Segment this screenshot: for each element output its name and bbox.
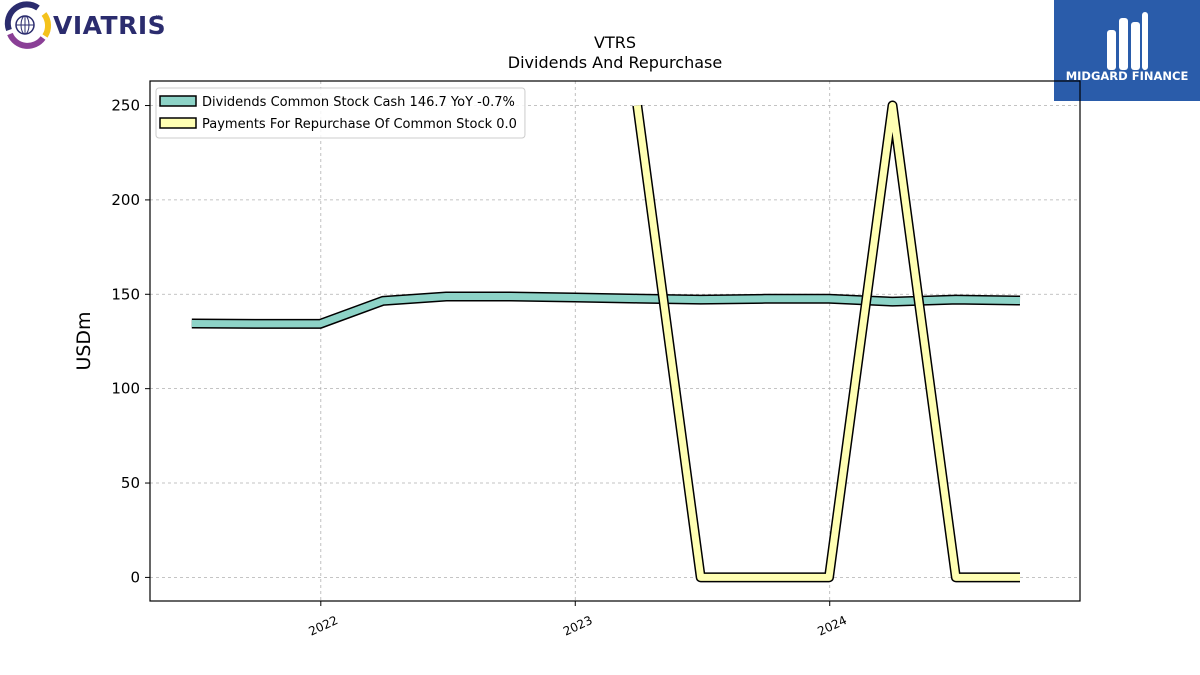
y-tick-label: 150 bbox=[111, 285, 140, 303]
plot-frame bbox=[149, 80, 1081, 602]
series-layer bbox=[191, 100, 1021, 583]
legend-box bbox=[155, 87, 526, 139]
viatris-logo: VIATRIS ™ bbox=[4, 1, 166, 49]
viatris-trademark: ™ bbox=[155, 14, 162, 22]
grid bbox=[150, 81, 1080, 601]
y-axis-label: USDm bbox=[73, 311, 95, 370]
y-tick-label: 0 bbox=[130, 568, 140, 586]
y-tick-label: 200 bbox=[111, 191, 140, 209]
midgard-finance-logo: MIDGARD FINANCE bbox=[1054, 0, 1200, 101]
series-2-line bbox=[633, 102, 1020, 581]
x-tick-label: 2024 bbox=[815, 613, 849, 639]
y-tick-label: 100 bbox=[111, 380, 140, 398]
x-tick-label: 2022 bbox=[306, 613, 340, 639]
legend-label-2: Payments For Repurchase Of Common Stock … bbox=[202, 117, 517, 132]
legend-swatch-2 bbox=[159, 117, 197, 129]
legend-label-1: Dividends Common Stock Cash 146.7 YoY -0… bbox=[202, 95, 515, 110]
legend-swatch-1 bbox=[159, 95, 197, 107]
y-tick-label: 50 bbox=[121, 474, 140, 492]
y-tick-label: 250 bbox=[111, 97, 140, 115]
ticks: 0 50 100 150 200 250 2022 2023 2024 bbox=[111, 97, 849, 639]
series-1-line bbox=[191, 293, 1021, 328]
x-tick-label: 2023 bbox=[561, 613, 595, 639]
viatris-logo-text: VIATRIS bbox=[53, 11, 166, 40]
legend: Dividends Common Stock Cash 146.7 YoY -0… bbox=[155, 87, 526, 139]
chart-subtitle: Dividends And Repurchase bbox=[508, 53, 722, 72]
chart-title: VTRS bbox=[594, 33, 636, 52]
midgard-logo-text: MIDGARD FINANCE bbox=[1066, 69, 1189, 83]
midgard-m-icon bbox=[1107, 12, 1148, 70]
viatris-globe-icon bbox=[4, 1, 52, 49]
